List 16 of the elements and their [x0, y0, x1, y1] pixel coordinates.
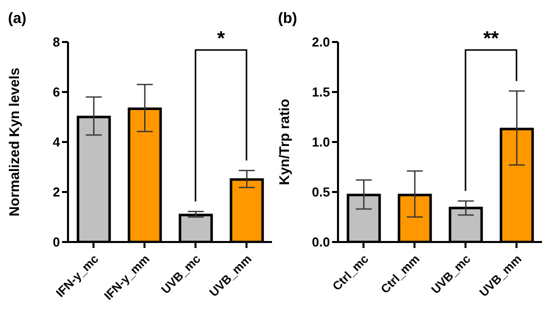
- chart-title: (a): [8, 10, 26, 27]
- y-axis-title: Normalized Kyn levels: [6, 67, 22, 216]
- y-tick-label: 2.0: [312, 34, 330, 50]
- y-tick-label: 0.0: [312, 234, 330, 250]
- y-tick-label: 1.5: [312, 84, 330, 100]
- y-tick-label: 0: [52, 234, 60, 250]
- y-tick-label: 6: [52, 84, 60, 100]
- y-tick-label: 0.5: [312, 184, 330, 200]
- annotation: **: [483, 28, 499, 50]
- y-tick-label: 4: [52, 134, 61, 150]
- y-tick-label: 1.0: [312, 134, 330, 150]
- y-axis-title: Kyn/Trp ratio: [276, 98, 292, 186]
- y-tick-label: 8: [52, 34, 60, 50]
- chart-title: (b): [278, 10, 298, 27]
- y-tick-label: 2: [52, 184, 60, 200]
- annotation: *: [217, 28, 226, 50]
